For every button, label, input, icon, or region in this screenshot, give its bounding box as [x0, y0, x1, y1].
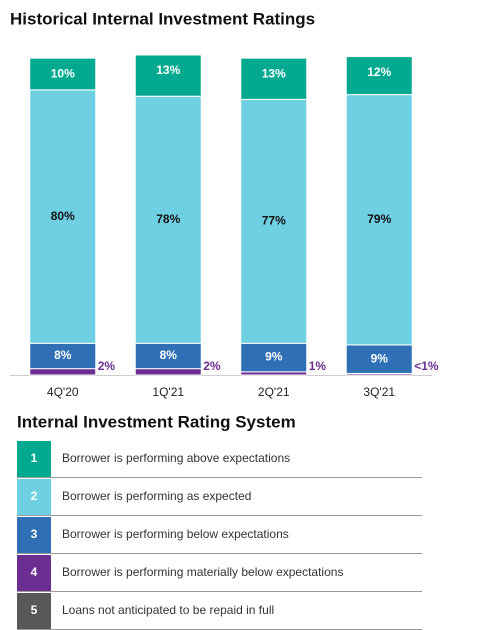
data-label: 9%: [265, 350, 283, 364]
data-label: 8%: [54, 348, 72, 362]
bar-segment: [345, 94, 413, 346]
bar-segment: [134, 342, 202, 370]
data-label: <1%: [414, 359, 439, 373]
rating-number: 2: [31, 489, 38, 503]
data-label: 9%: [371, 351, 389, 365]
rating-label: Borrower is performing below expectation…: [62, 527, 289, 541]
data-label: 77%: [262, 214, 286, 228]
data-label: 10%: [51, 66, 75, 80]
bar-segment: [240, 98, 308, 344]
rating-number: 5: [31, 603, 38, 617]
rating-box: [17, 441, 51, 477]
rating-box: [17, 517, 51, 553]
x-tick-label: 3Q'21: [363, 385, 395, 399]
x-tick-label: 1Q'21: [152, 385, 184, 399]
data-label: 80%: [51, 209, 75, 223]
data-label: 2%: [98, 359, 116, 373]
rating-number: 3: [31, 527, 38, 541]
data-label: 78%: [156, 212, 180, 226]
bar-segment: [29, 89, 97, 344]
rating-number: 4: [31, 565, 38, 579]
rating-number: 1: [31, 451, 38, 465]
data-label: 8%: [160, 348, 178, 362]
data-label: 12%: [367, 65, 391, 79]
chart-title: Historical Internal Investment Ratings: [10, 9, 315, 28]
bar-segment: [240, 57, 308, 100]
bar-segment: [134, 368, 202, 376]
legend-title: Internal Investment Rating System: [17, 412, 296, 431]
rating-box: [17, 555, 51, 591]
rating-label: Loans not anticipated to be repaid in fu…: [62, 603, 274, 617]
bar-segment: [240, 342, 308, 373]
rating-label: Borrower is performing as expected: [62, 489, 251, 503]
rating-label: Borrower is performing above expectation…: [62, 451, 290, 465]
data-label: 13%: [156, 63, 180, 77]
rating-box: [17, 479, 51, 515]
rating-box: [17, 593, 51, 629]
rating-label: Borrower is performing materially below …: [62, 565, 343, 579]
data-label: 1%: [309, 359, 327, 373]
data-label: 13%: [262, 66, 286, 80]
bar-segment: [29, 57, 97, 91]
bar-segment: [29, 342, 97, 370]
data-label: 2%: [203, 359, 221, 373]
x-tick-label: 2Q'21: [258, 385, 290, 399]
bar-segment: [345, 344, 413, 374]
bar-segment: [29, 368, 97, 376]
bar-segment: [134, 54, 202, 97]
data-label: 79%: [367, 212, 391, 226]
bar-segment: [134, 95, 202, 344]
x-tick-label: 4Q'20: [47, 385, 79, 399]
bar-segment: [345, 56, 413, 96]
